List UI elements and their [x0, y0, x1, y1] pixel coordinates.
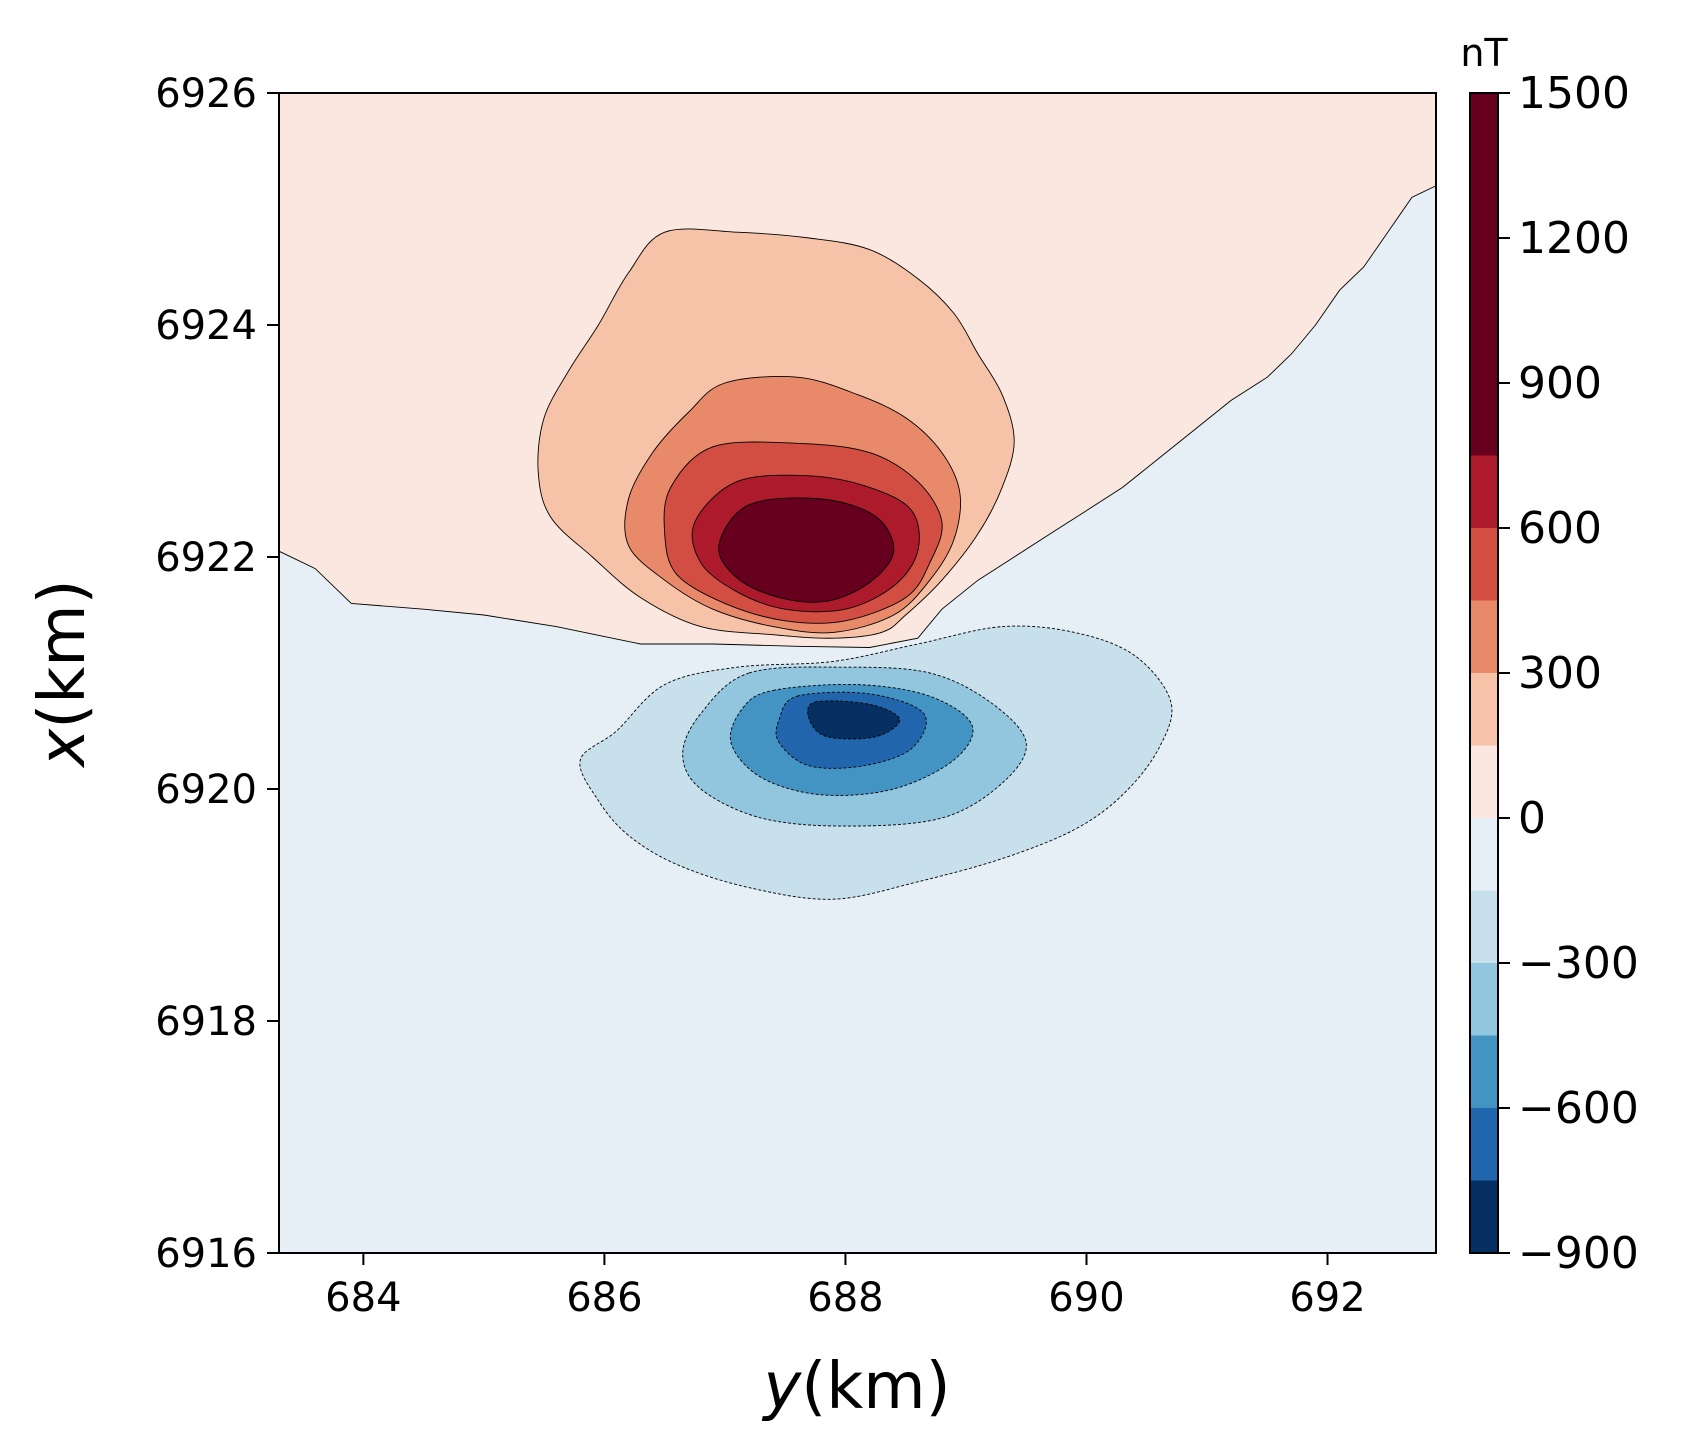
colorbar-segment — [1470, 890, 1498, 963]
x-tick-label: 690 — [1048, 1275, 1124, 1321]
colorbar-segment — [1470, 93, 1498, 456]
colorbar-tick-label: −600 — [1518, 1083, 1639, 1134]
colorbar-segment — [1470, 1180, 1498, 1253]
x-tick-label: 688 — [807, 1275, 883, 1321]
colorbar-segment — [1470, 1035, 1498, 1108]
x-axis-label: y(km) — [761, 1350, 950, 1424]
x-axis-unit: (km) — [801, 1350, 950, 1424]
colorbar-segment — [1470, 600, 1498, 673]
y-tick-label: 6916 — [155, 1231, 257, 1277]
colorbar-segment — [1470, 528, 1498, 601]
colorbar-tick-label: 0 — [1518, 793, 1546, 844]
colorbar-tick-label: −300 — [1518, 938, 1639, 989]
colorbar: −900 −600 −300 0 300 600 900 1200 1500 — [1469, 68, 1639, 1279]
colorbar-segment — [1470, 455, 1498, 528]
y-tick-label: 6920 — [155, 767, 257, 813]
colorbar-tick-label: 1500 — [1518, 68, 1630, 119]
colorbar-segment — [1470, 673, 1498, 746]
contour-layer — [279, 93, 1436, 900]
colorbar-segment — [1470, 818, 1498, 891]
colorbar-segment — [1470, 963, 1498, 1036]
x-tick-label: 684 — [325, 1275, 401, 1321]
y-tick-label: 6926 — [155, 71, 257, 117]
y-tick-label: 6918 — [155, 999, 257, 1045]
colorbar-tick-label: 600 — [1518, 503, 1602, 554]
y-axis-variable: x — [26, 728, 100, 769]
x-axis-variable: y — [761, 1350, 802, 1424]
y-axis: 6916 6918 6920 6922 6924 6926 — [155, 71, 279, 1277]
contour-level-neg750 — [807, 700, 901, 740]
colorbar-tick-label: −900 — [1518, 1228, 1639, 1279]
colorbar-tick-label: 1200 — [1518, 213, 1630, 264]
plot-frame — [278, 92, 1437, 1254]
y-tick-label: 6924 — [155, 303, 257, 349]
colorbar-segment — [1470, 745, 1498, 818]
colorbar-tick-label: 900 — [1518, 358, 1602, 409]
y-axis-unit: (km) — [26, 579, 100, 728]
x-axis: 684 686 688 690 692 — [325, 1253, 1366, 1321]
x-tick-label: 686 — [566, 1275, 642, 1321]
plot-area — [278, 92, 1437, 1254]
contour-level-750 — [718, 497, 895, 603]
colorbar-unit-label: nT — [1460, 31, 1508, 75]
colorbar-tick-label: 300 — [1518, 648, 1602, 699]
colorbar-segment — [1470, 1108, 1498, 1181]
y-axis-label: x(km) — [26, 579, 100, 768]
x-tick-label: 692 — [1289, 1275, 1365, 1321]
y-tick-label: 6922 — [155, 535, 257, 581]
